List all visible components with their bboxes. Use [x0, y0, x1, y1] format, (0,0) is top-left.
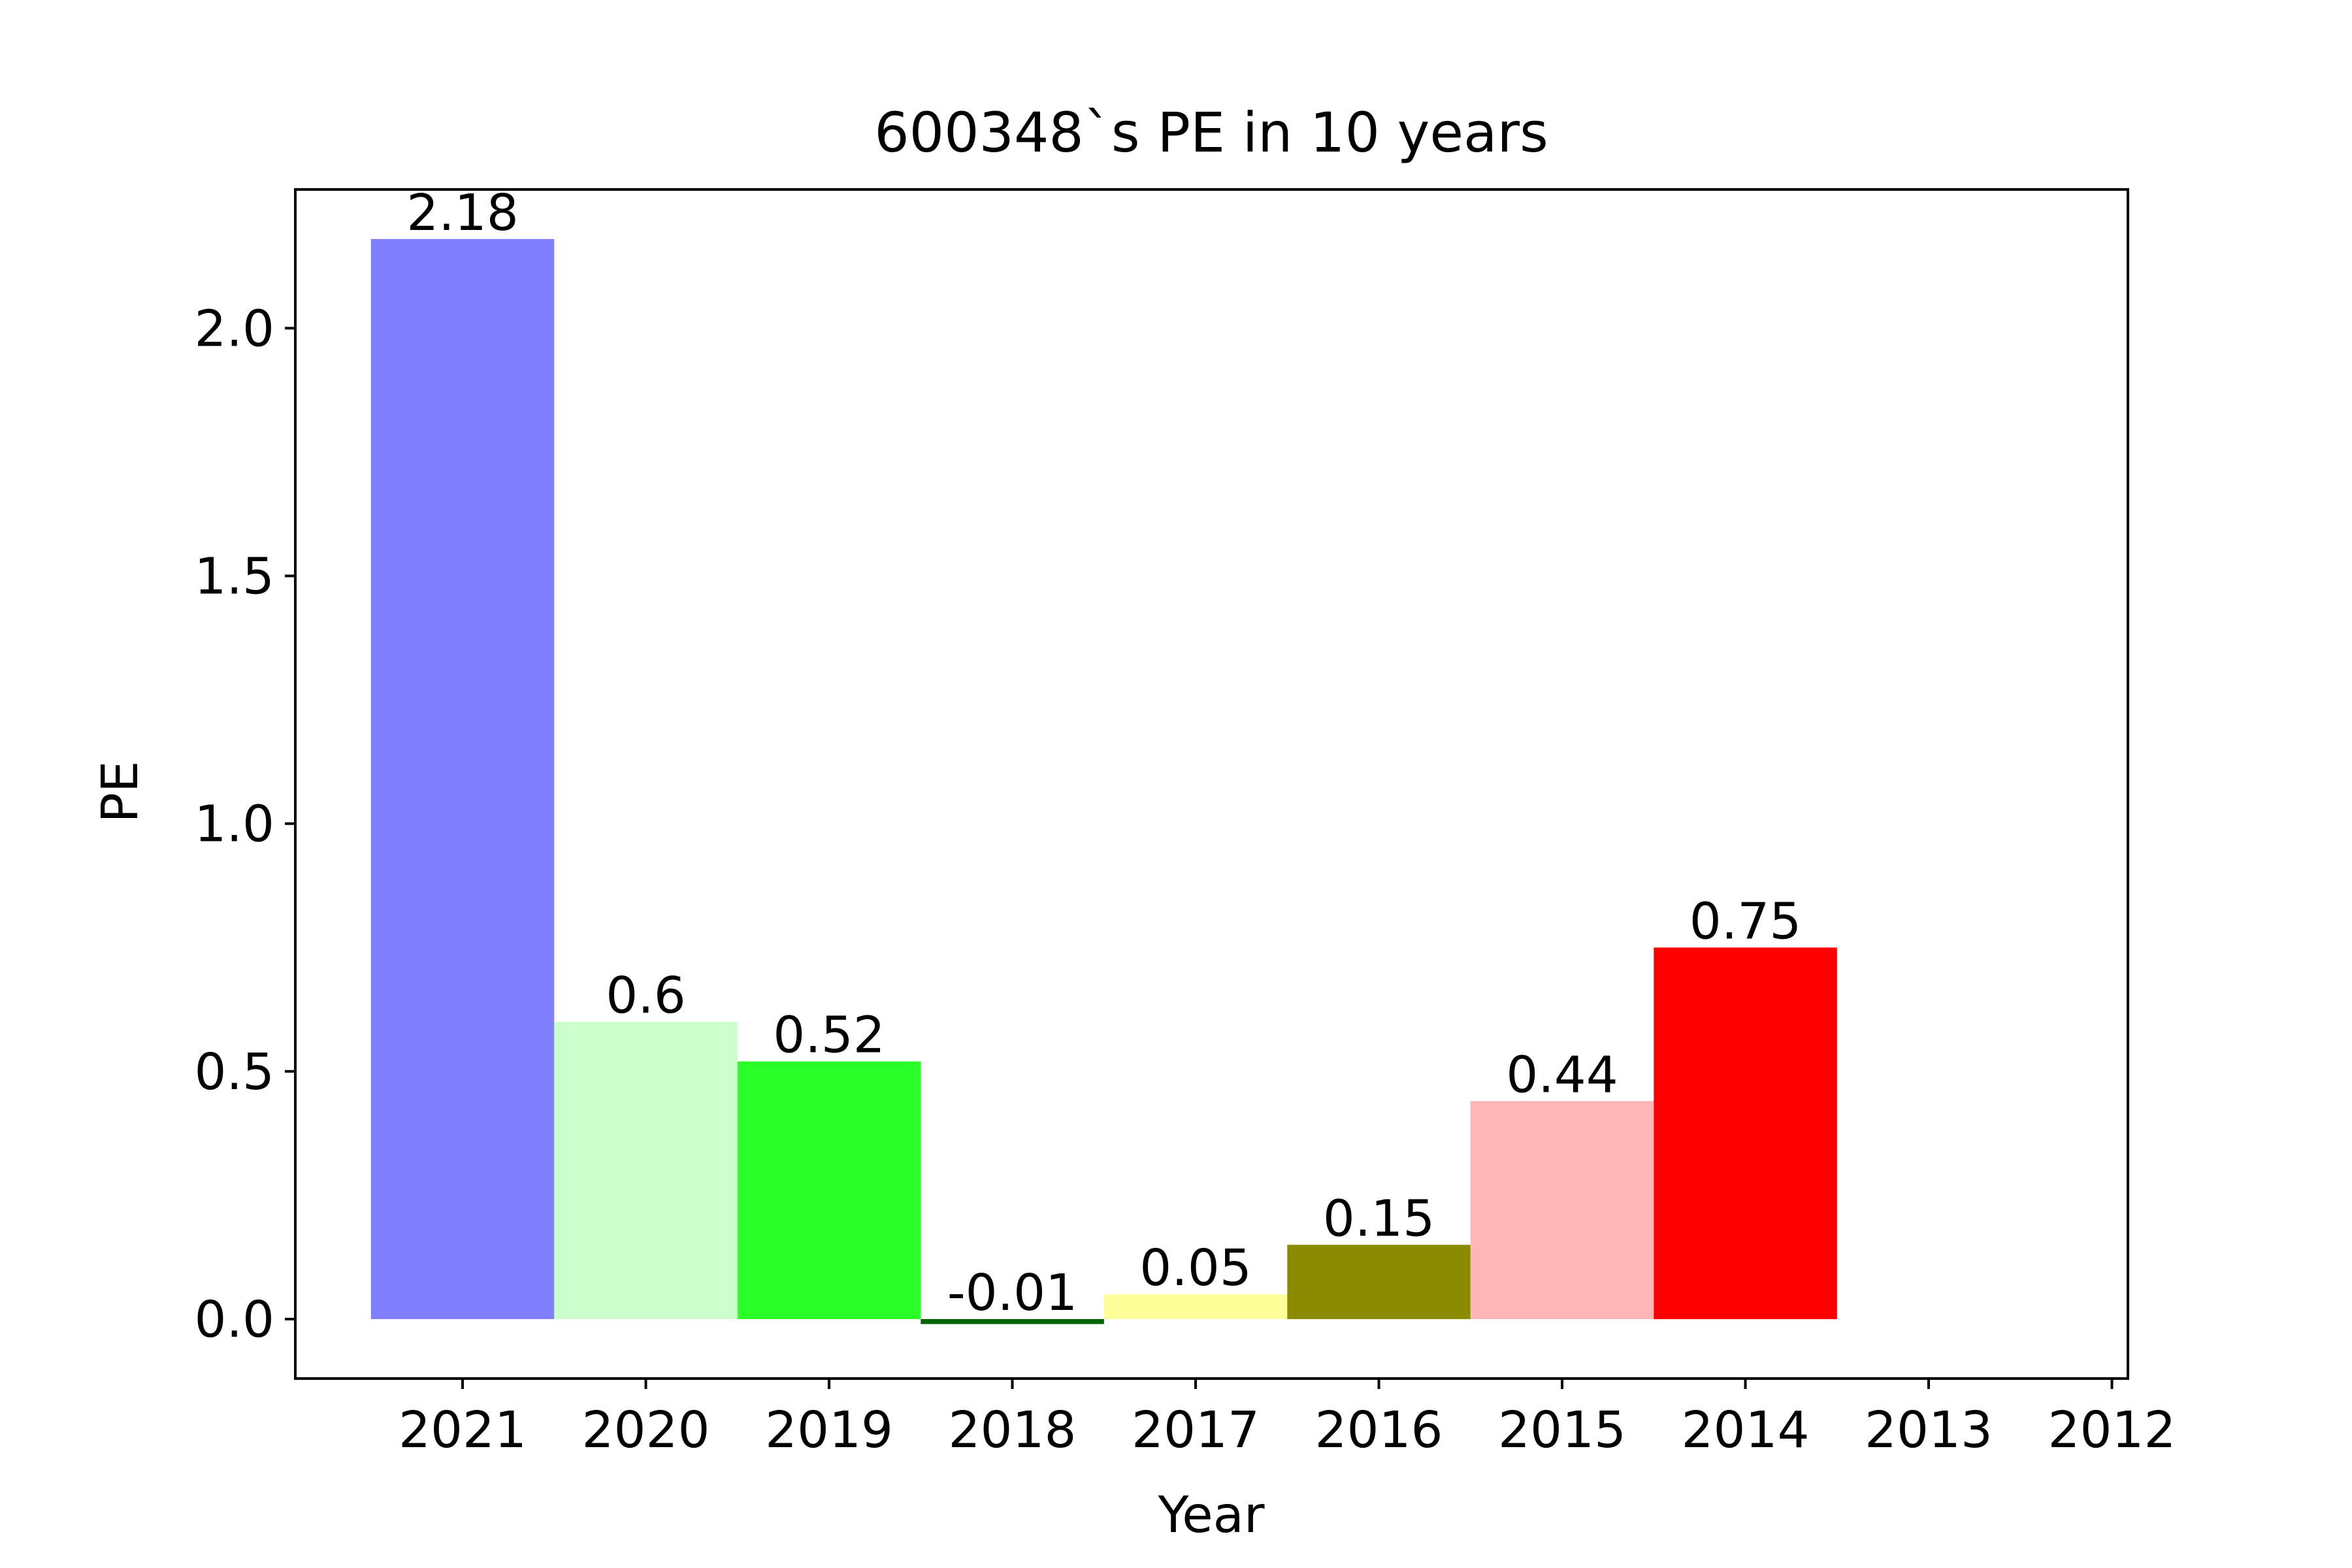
bar-2015: [1470, 1101, 1654, 1319]
x-tick-label-2014: 2014: [1682, 1401, 1810, 1460]
y-tick-label-0.5: 0.5: [195, 1043, 274, 1102]
x-tick-label-2018: 2018: [949, 1401, 1077, 1460]
y-tick-label-0.0: 0.0: [195, 1291, 274, 1349]
bar-2016: [1287, 1245, 1471, 1320]
x-tick-label-2017: 2017: [1132, 1401, 1260, 1460]
x-tick-label-2020: 2020: [582, 1401, 710, 1460]
chart-title: 600348`s PE in 10 years: [874, 101, 1548, 165]
y-tick-label-1.0: 1.0: [195, 796, 274, 854]
x-tick-label-2019: 2019: [765, 1401, 893, 1460]
x-tick-label-2021: 2021: [399, 1401, 527, 1460]
x-tick-label-2015: 2015: [1498, 1401, 1626, 1460]
bar-2014: [1654, 947, 1837, 1320]
bar-value-label-2014: 0.75: [1690, 892, 1801, 951]
bar-value-label-2016: 0.15: [1323, 1190, 1435, 1248]
bar-value-label-2017: 0.05: [1139, 1239, 1251, 1298]
y-tick-label-1.5: 1.5: [195, 548, 274, 606]
axes-frame: [294, 188, 2129, 1380]
y-axis-label: PE: [91, 760, 150, 823]
x-axis-label: Year: [1157, 1486, 1264, 1544]
bar-2019: [737, 1061, 921, 1319]
x-tick-label-2016: 2016: [1315, 1401, 1443, 1460]
bar-2017: [1103, 1294, 1288, 1319]
bar-value-label-2020: 0.6: [606, 967, 685, 1025]
plot-area: 2.18 0.6 0.52 -0.01 0.05 0.15 0.44 0.75 2021 2020…: [195, 184, 2176, 1460]
bar-2018: [921, 1319, 1104, 1324]
bar-value-label-2021: 2.18: [406, 184, 518, 242]
bar-2020: [554, 1022, 738, 1319]
bar-value-label-2018: -0.01: [947, 1264, 1077, 1322]
bar-2021: [370, 238, 555, 1319]
bar-value-label-2015: 0.44: [1506, 1046, 1618, 1104]
x-tick-label-2013: 2013: [1865, 1401, 1993, 1460]
y-tick-label-2.0: 2.0: [195, 300, 274, 358]
bar-value-label-2019: 0.52: [773, 1007, 885, 1065]
x-tick-label-2012: 2012: [2048, 1401, 2176, 1460]
